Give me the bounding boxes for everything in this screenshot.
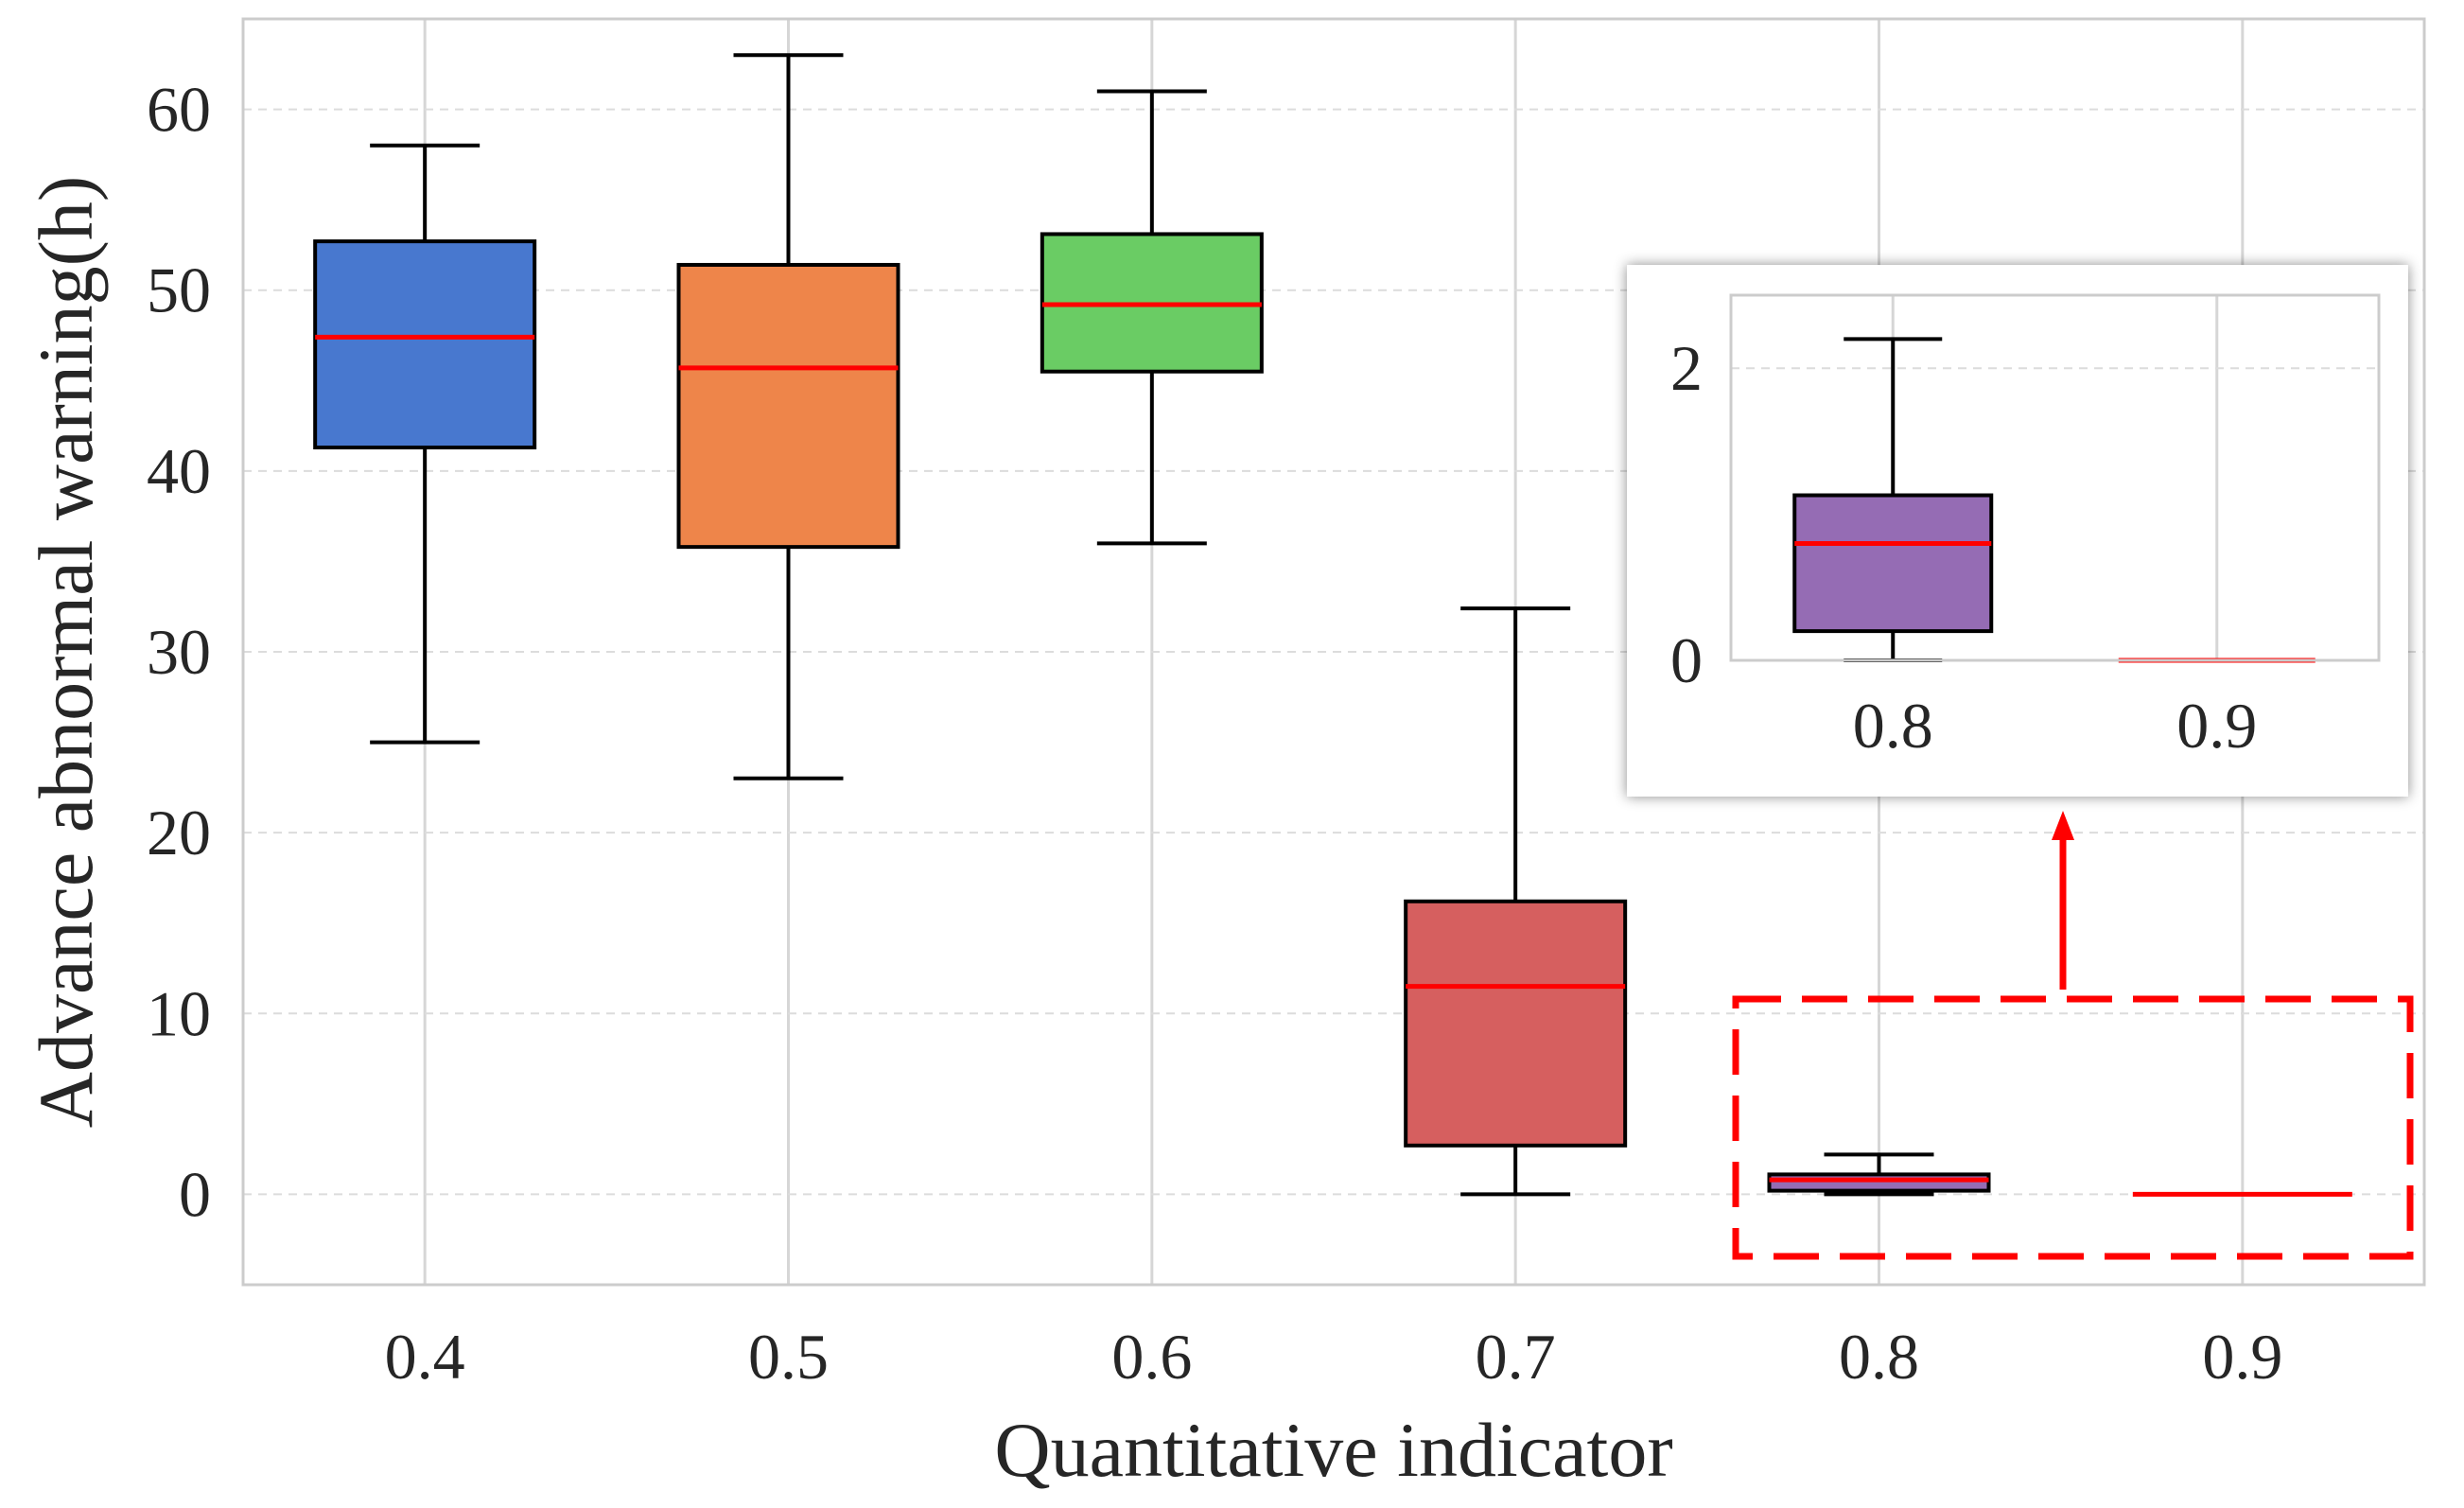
iqr-box xyxy=(1404,899,1628,1148)
box-0.4 xyxy=(313,143,537,745)
zoom-arrow-head xyxy=(2052,811,2074,840)
main-boxes xyxy=(313,53,2352,1197)
main-plot-frame xyxy=(241,17,2426,1287)
y-tick-label: 50 xyxy=(147,254,211,326)
main-y-ticks: 0 10 20 30 40 50 60 xyxy=(147,74,211,1231)
y-tick-label: 2 xyxy=(1670,332,1703,404)
x-tick-label: 0.9 xyxy=(2176,690,2257,762)
y-tick-label: 20 xyxy=(147,797,211,868)
iqr-box xyxy=(676,262,900,550)
inset-plot-frame xyxy=(1729,293,2381,662)
x-tick-label: 0.8 xyxy=(1853,690,1933,762)
inset-y-ticks: 02 xyxy=(1670,332,1703,696)
main-x-ticks: 0.4 0.5 0.6 0.7 0.8 0.9 xyxy=(385,1321,2283,1393)
x-tick-label: 0.9 xyxy=(2202,1321,2282,1393)
x-tick-label: 0.4 xyxy=(385,1321,465,1393)
y-tick-label: 10 xyxy=(147,977,211,1049)
x-tick-label: 0.6 xyxy=(1111,1321,1192,1393)
inset-x-ticks: 0.8 0.9 xyxy=(1853,690,2258,762)
x-tick-label: 0.8 xyxy=(1839,1321,1919,1393)
box-0.6 xyxy=(1040,89,1264,546)
box-0.8 xyxy=(1767,1152,1991,1197)
y-axis-title: Advance abnormal warning(h) xyxy=(23,176,109,1128)
iqr-box xyxy=(1767,1172,1991,1193)
iqr-box xyxy=(1792,493,1994,634)
iqr-box xyxy=(313,239,537,450)
box-0.7 xyxy=(1404,606,1628,1197)
y-tick-label: 40 xyxy=(147,435,211,507)
zoom-region-dashed-box xyxy=(1732,995,2414,1260)
y-tick-label: 0 xyxy=(179,1158,211,1230)
x-tick-label: 0.7 xyxy=(1476,1321,1556,1393)
x-axis-title: Quantitative indicator xyxy=(994,1407,1672,1493)
box-0.8 xyxy=(1792,337,1994,662)
y-tick-label: 60 xyxy=(147,74,211,146)
inset-panel xyxy=(1627,265,2408,797)
y-tick-label: 30 xyxy=(147,616,211,688)
x-tick-label: 0.5 xyxy=(748,1321,829,1393)
box-0.5 xyxy=(676,53,900,780)
y-tick-label: 0 xyxy=(1670,624,1703,696)
